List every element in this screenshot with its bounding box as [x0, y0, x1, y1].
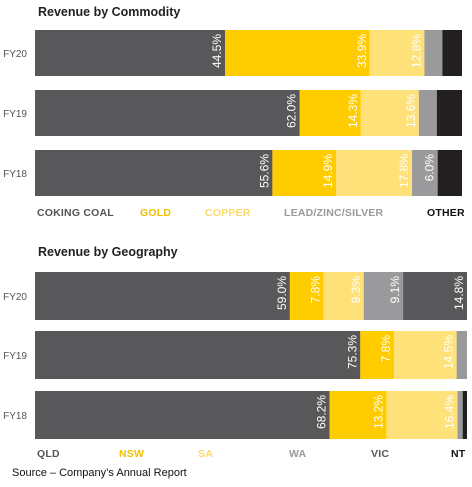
row-label-fy19: FY19 [3, 109, 27, 120]
source-note: Source – Company’s Annual Report [12, 467, 187, 479]
data-label: 68.2% [315, 395, 329, 429]
bar-segment [35, 150, 273, 196]
data-label: 9.3% [349, 276, 363, 304]
legend-entry: GOLD [140, 207, 171, 219]
bar-segment [225, 30, 370, 76]
bar-segment [35, 90, 300, 136]
bar-segment [323, 272, 364, 320]
data-label: 62.0% [285, 94, 299, 128]
data-label: 33.9% [355, 34, 369, 68]
data-label: 7.8% [309, 276, 323, 304]
data-label: 16.4% [442, 395, 456, 429]
bar-segment [360, 331, 394, 379]
data-label: 55.6% [257, 154, 271, 188]
legend-entry: VIC [371, 448, 389, 460]
data-label: 59.0% [275, 276, 289, 310]
data-label: 6.0% [423, 154, 437, 182]
legend-entry: COPPER [205, 207, 251, 219]
data-label: 14.8% [452, 276, 466, 310]
bar-segment [442, 30, 462, 76]
legend-entry: OTHER [427, 207, 465, 219]
bar-segment [289, 272, 324, 320]
commodity-chart: FY20 44.5% 33.9% 12.8% FY19 62.0% 14.3% 13.6% FY… [3, 30, 465, 219]
data-label: 7.8% [379, 335, 393, 363]
legend-entry: COKING COAL [37, 207, 114, 219]
bar-segment [35, 331, 361, 379]
legend-entry: WA [289, 448, 307, 460]
legend-entry: SA [198, 448, 213, 460]
bar-segment [336, 150, 413, 196]
bar-segment [299, 90, 361, 136]
bar-segment [436, 90, 462, 136]
data-label: 14.3% [346, 94, 360, 128]
bar-segment [437, 150, 462, 196]
row-label-fy20: FY20 [3, 292, 27, 303]
data-label: 17.8% [397, 154, 411, 188]
data-label: 9.1% [388, 276, 402, 304]
legend-entry: NSW [119, 448, 144, 460]
bar-segment [424, 30, 443, 76]
bar-segment [462, 391, 467, 439]
bar-segment [35, 30, 226, 76]
bar-segment [369, 30, 425, 76]
bar-segment [360, 90, 419, 136]
row-label-fy20: FY20 [3, 49, 27, 60]
legend-entry: LEAD/ZINC/SILVER [284, 207, 383, 219]
legend-entry: QLD [37, 448, 60, 460]
bar-segment [272, 150, 337, 196]
commodity-chart-title: Revenue by Commodity [38, 5, 181, 19]
bar-segment [456, 331, 467, 379]
geography-chart: FY20 59.0% 7.8% 9.3% 9.1% 14.8% FY19 75.3% 7.8% 1… [3, 272, 467, 460]
data-label: 12.8% [409, 34, 423, 68]
bar-segment [363, 272, 404, 320]
data-label: 44.5% [210, 34, 224, 68]
data-label: 13.2% [372, 395, 386, 429]
row-label-fy19: FY19 [3, 351, 27, 362]
bar-segment [412, 150, 438, 196]
bar-segment [386, 391, 458, 439]
bar-segment [35, 272, 290, 320]
data-label: 13.6% [404, 94, 418, 128]
bar-segment [329, 391, 387, 439]
bar-segment [457, 391, 463, 439]
data-label: 14.5% [442, 335, 456, 369]
data-label: 14.9% [321, 154, 335, 188]
bar-segment [418, 90, 437, 136]
bar-segment [403, 272, 467, 320]
row-label-fy18: FY18 [3, 169, 27, 180]
data-label: 75.3% [345, 335, 359, 369]
bar-segment [393, 331, 457, 379]
row-label-fy18: FY18 [3, 411, 27, 422]
geography-chart-title: Revenue by Geography [38, 245, 178, 259]
bar-segment [35, 391, 330, 439]
legend-entry: NT [451, 448, 466, 460]
